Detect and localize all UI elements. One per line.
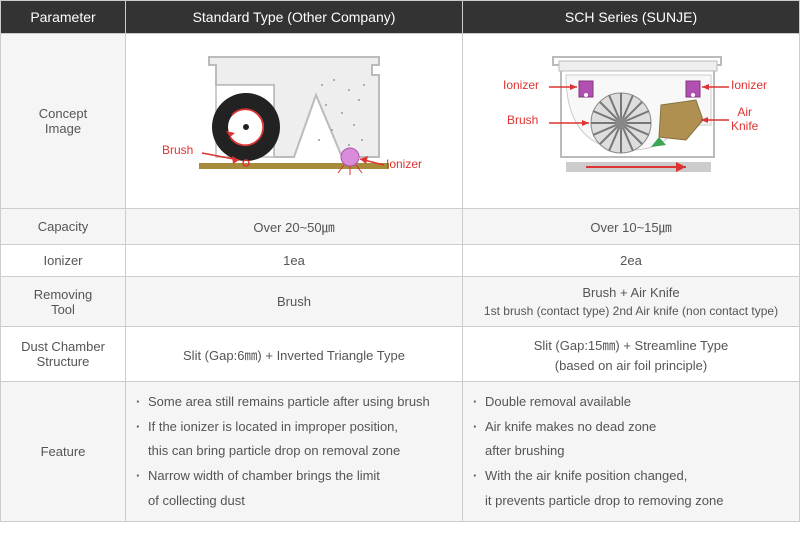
- dust-chamber-sch: Slit (Gap:15㎜) + Streamline Type (based …: [463, 327, 800, 382]
- concept-standard: Brush Ionizer: [126, 34, 463, 209]
- removing-tool-sch-line2: 1st brush (contact type) 2nd Air knife (…: [473, 304, 789, 318]
- list-item: With the air knife position changed, it …: [473, 464, 789, 513]
- param-concept: Concept Image: [1, 34, 126, 209]
- header-sch: SCH Series (SUNJE): [463, 1, 800, 34]
- diagram-standard: Brush Ionizer: [154, 45, 434, 195]
- diagram-sch: Ionizer Brush Ionizer Air Knife: [491, 45, 771, 195]
- param-dust-chamber: Dust Chamber Structure: [1, 327, 126, 382]
- concept-sch: Ionizer Brush Ionizer Air Knife: [463, 34, 800, 209]
- row-removing-tool: Removing Tool Brush Brush + Air Knife 1s…: [1, 277, 800, 327]
- list-item: Narrow width of chamber brings the limit…: [136, 464, 452, 513]
- dust-chamber-sch-line2: (based on air foil principle): [473, 358, 789, 373]
- label-airknife: Air Knife: [731, 105, 758, 134]
- param-removing-tool: Removing Tool: [1, 277, 126, 327]
- comparison-table: Parameter Standard Type (Other Company) …: [0, 0, 800, 522]
- param-ionizer: Ionizer: [1, 245, 126, 277]
- row-ionizer: Ionizer 1ea 2ea: [1, 245, 800, 277]
- capacity-standard: Over 20~50㎛: [126, 209, 463, 245]
- list-item: Double removal available: [473, 390, 789, 415]
- list-item: Air knife makes no dead zone after brush…: [473, 415, 789, 464]
- label-brush: Brush: [162, 143, 193, 157]
- label-brush-sch: Brush: [507, 113, 538, 127]
- label-ionizer-left: Ionizer: [503, 78, 539, 92]
- row-feature: Feature Some area still remains particle…: [1, 382, 800, 522]
- header-parameter: Parameter: [1, 1, 126, 34]
- feature-standard-list: Some area still remains particle after u…: [136, 390, 452, 513]
- feature-sch-list: Double removal available Air knife makes…: [473, 390, 789, 513]
- ionizer-sch: 2ea: [463, 245, 800, 277]
- removing-tool-sch: Brush + Air Knife 1st brush (contact typ…: [463, 277, 800, 327]
- label-ionizer: Ionizer: [386, 157, 422, 171]
- param-capacity: Capacity: [1, 209, 126, 245]
- feature-sch: Double removal available Air knife makes…: [463, 382, 800, 522]
- row-concept: Concept Image: [1, 34, 800, 209]
- removing-tool-standard: Brush: [126, 277, 463, 327]
- dust-chamber-sch-line1: Slit (Gap:15㎜) + Streamline Type: [473, 335, 789, 354]
- row-dust-chamber: Dust Chamber Structure Slit (Gap:6㎜) + I…: [1, 327, 800, 382]
- header-standard: Standard Type (Other Company): [126, 1, 463, 34]
- removing-tool-sch-line1: Brush + Air Knife: [473, 285, 789, 300]
- header-row: Parameter Standard Type (Other Company) …: [1, 1, 800, 34]
- ionizer-standard: 1ea: [126, 245, 463, 277]
- list-item: Some area still remains particle after u…: [136, 390, 452, 415]
- capacity-sch: Over 10~15㎛: [463, 209, 800, 245]
- row-capacity: Capacity Over 20~50㎛ Over 10~15㎛: [1, 209, 800, 245]
- param-feature: Feature: [1, 382, 126, 522]
- dust-chamber-standard: Slit (Gap:6㎜) + Inverted Triangle Type: [126, 327, 463, 382]
- diagram-standard-svg: [154, 45, 434, 195]
- label-ionizer-right: Ionizer: [731, 78, 767, 92]
- feature-standard: Some area still remains particle after u…: [126, 382, 463, 522]
- list-item: If the ionizer is located in improper po…: [136, 415, 452, 464]
